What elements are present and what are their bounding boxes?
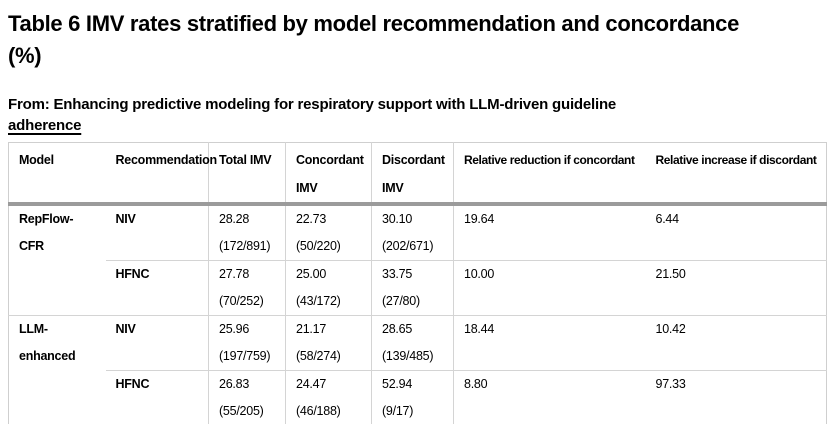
article-link-text-wrapped: adherence [8,117,82,134]
cell-fraction: (202/671) [382,239,434,253]
relative-reduction-cell: 19.64 [453,203,646,261]
cell-fraction: (50/220) [296,239,341,253]
cell-fraction: (58/274) [296,349,341,363]
concordant-imv-cell: 21.17 (58/274) [285,315,372,371]
table-row-llm-niv: LLM-enhanced NIV 25.96 (197/759) 21.17 (… [8,315,827,424]
cell-value: 21.17 [296,322,327,336]
relative-increase-cell: 10.42 [645,315,827,371]
source-line: From: Enhancing predictive modeling for … [8,94,728,136]
article-link[interactable]: Enhancing predictive modeling for respir… [8,96,616,134]
cell-fraction: (46/188) [296,404,341,418]
discordant-imv-cell: 28.65 (139/485) [371,315,454,371]
table-row-repflow-niv: RepFlow-CFR NIV 28.28 (172/891) 22.73 (5… [8,203,827,316]
concordant-imv-cell: 22.73 (50/220) [285,203,372,261]
total-imv-cell: 25.96 (197/759) [208,315,286,371]
col-header-concordant-imv: Concordant IMV [285,142,372,206]
cell-value: 26.83 [219,377,250,391]
cell-value: 25.00 [296,267,327,281]
discordant-imv-cell: 52.94 (9/17) [371,370,454,424]
cell-value: 28.28 [219,212,250,226]
cell-value: 28.65 [382,322,413,336]
imv-rates-table: Model Recommendation Total IMV Concordan… [8,142,827,424]
cell-value: 52.94 [382,377,413,391]
recommendation-cell: NIV [105,315,209,371]
col-header-total-imv: Total IMV [208,142,286,206]
cell-value: 30.10 [382,212,413,226]
from-label: From: [8,96,54,113]
col-header-recommendation: Recommendation [105,142,217,206]
relative-reduction-cell: 10.00 [453,260,646,316]
header-row: Model Recommendation Total IMV Concordan… [8,142,827,206]
cell-fraction: (43/172) [296,294,341,308]
cell-value: 33.75 [382,267,413,281]
article-link-text: Enhancing predictive modeling for respir… [53,96,617,113]
col-header-relative-increase: Relative increase if discordant [645,142,827,206]
model-cell: LLM-enhanced [8,315,106,424]
recommendation-cell: HFNC [105,260,209,316]
cell-fraction: (197/759) [219,349,271,363]
cell-fraction: (139/485) [382,349,434,363]
col-header-model: Model [8,142,106,206]
cell-value: 25.96 [219,322,250,336]
relative-reduction-cell: 8.80 [453,370,646,424]
cell-value: 27.78 [219,267,250,281]
table-row-llm-hfnc: HFNC 26.83 (55/205) 24.47 (46/188) 52.94… [9,370,827,424]
cell-fraction: (9/17) [382,404,414,418]
relative-reduction-cell: 18.44 [453,315,646,371]
page-title: Table 6 IMV rates stratified by model re… [8,11,740,68]
concordant-imv-cell: 24.47 (46/188) [285,370,372,424]
table-row-repflow-hfnc: HFNC 27.78 (70/252) 25.00 (43/172) 33.75… [9,260,827,316]
col-header-discordant-imv: Discordant IMV [371,142,454,206]
cell-value: 22.73 [296,212,327,226]
relative-increase-cell: 6.44 [645,203,827,261]
concordant-imv-cell: 25.00 (43/172) [285,260,372,316]
recommendation-cell: NIV [105,203,209,261]
cell-value: 24.47 [296,377,327,391]
cell-fraction: (70/252) [219,294,264,308]
relative-increase-cell: 97.33 [645,370,827,424]
cell-fraction: (55/205) [219,404,264,418]
total-imv-cell: 27.78 (70/252) [208,260,286,316]
model-cell: RepFlow-CFR [8,203,106,316]
discordant-imv-cell: 33.75 (27/80) [371,260,454,316]
total-imv-cell: 28.28 (172/891) [208,203,286,261]
recommendation-cell: HFNC [105,370,209,424]
total-imv-cell: 26.83 (55/205) [208,370,286,424]
discordant-imv-cell: 30.10 (202/671) [371,203,454,261]
cell-fraction: (172/891) [219,239,271,253]
cell-fraction: (27/80) [382,294,420,308]
col-header-relative-reduction: Relative reduction if concordant [453,142,646,206]
relative-increase-cell: 21.50 [645,260,827,316]
